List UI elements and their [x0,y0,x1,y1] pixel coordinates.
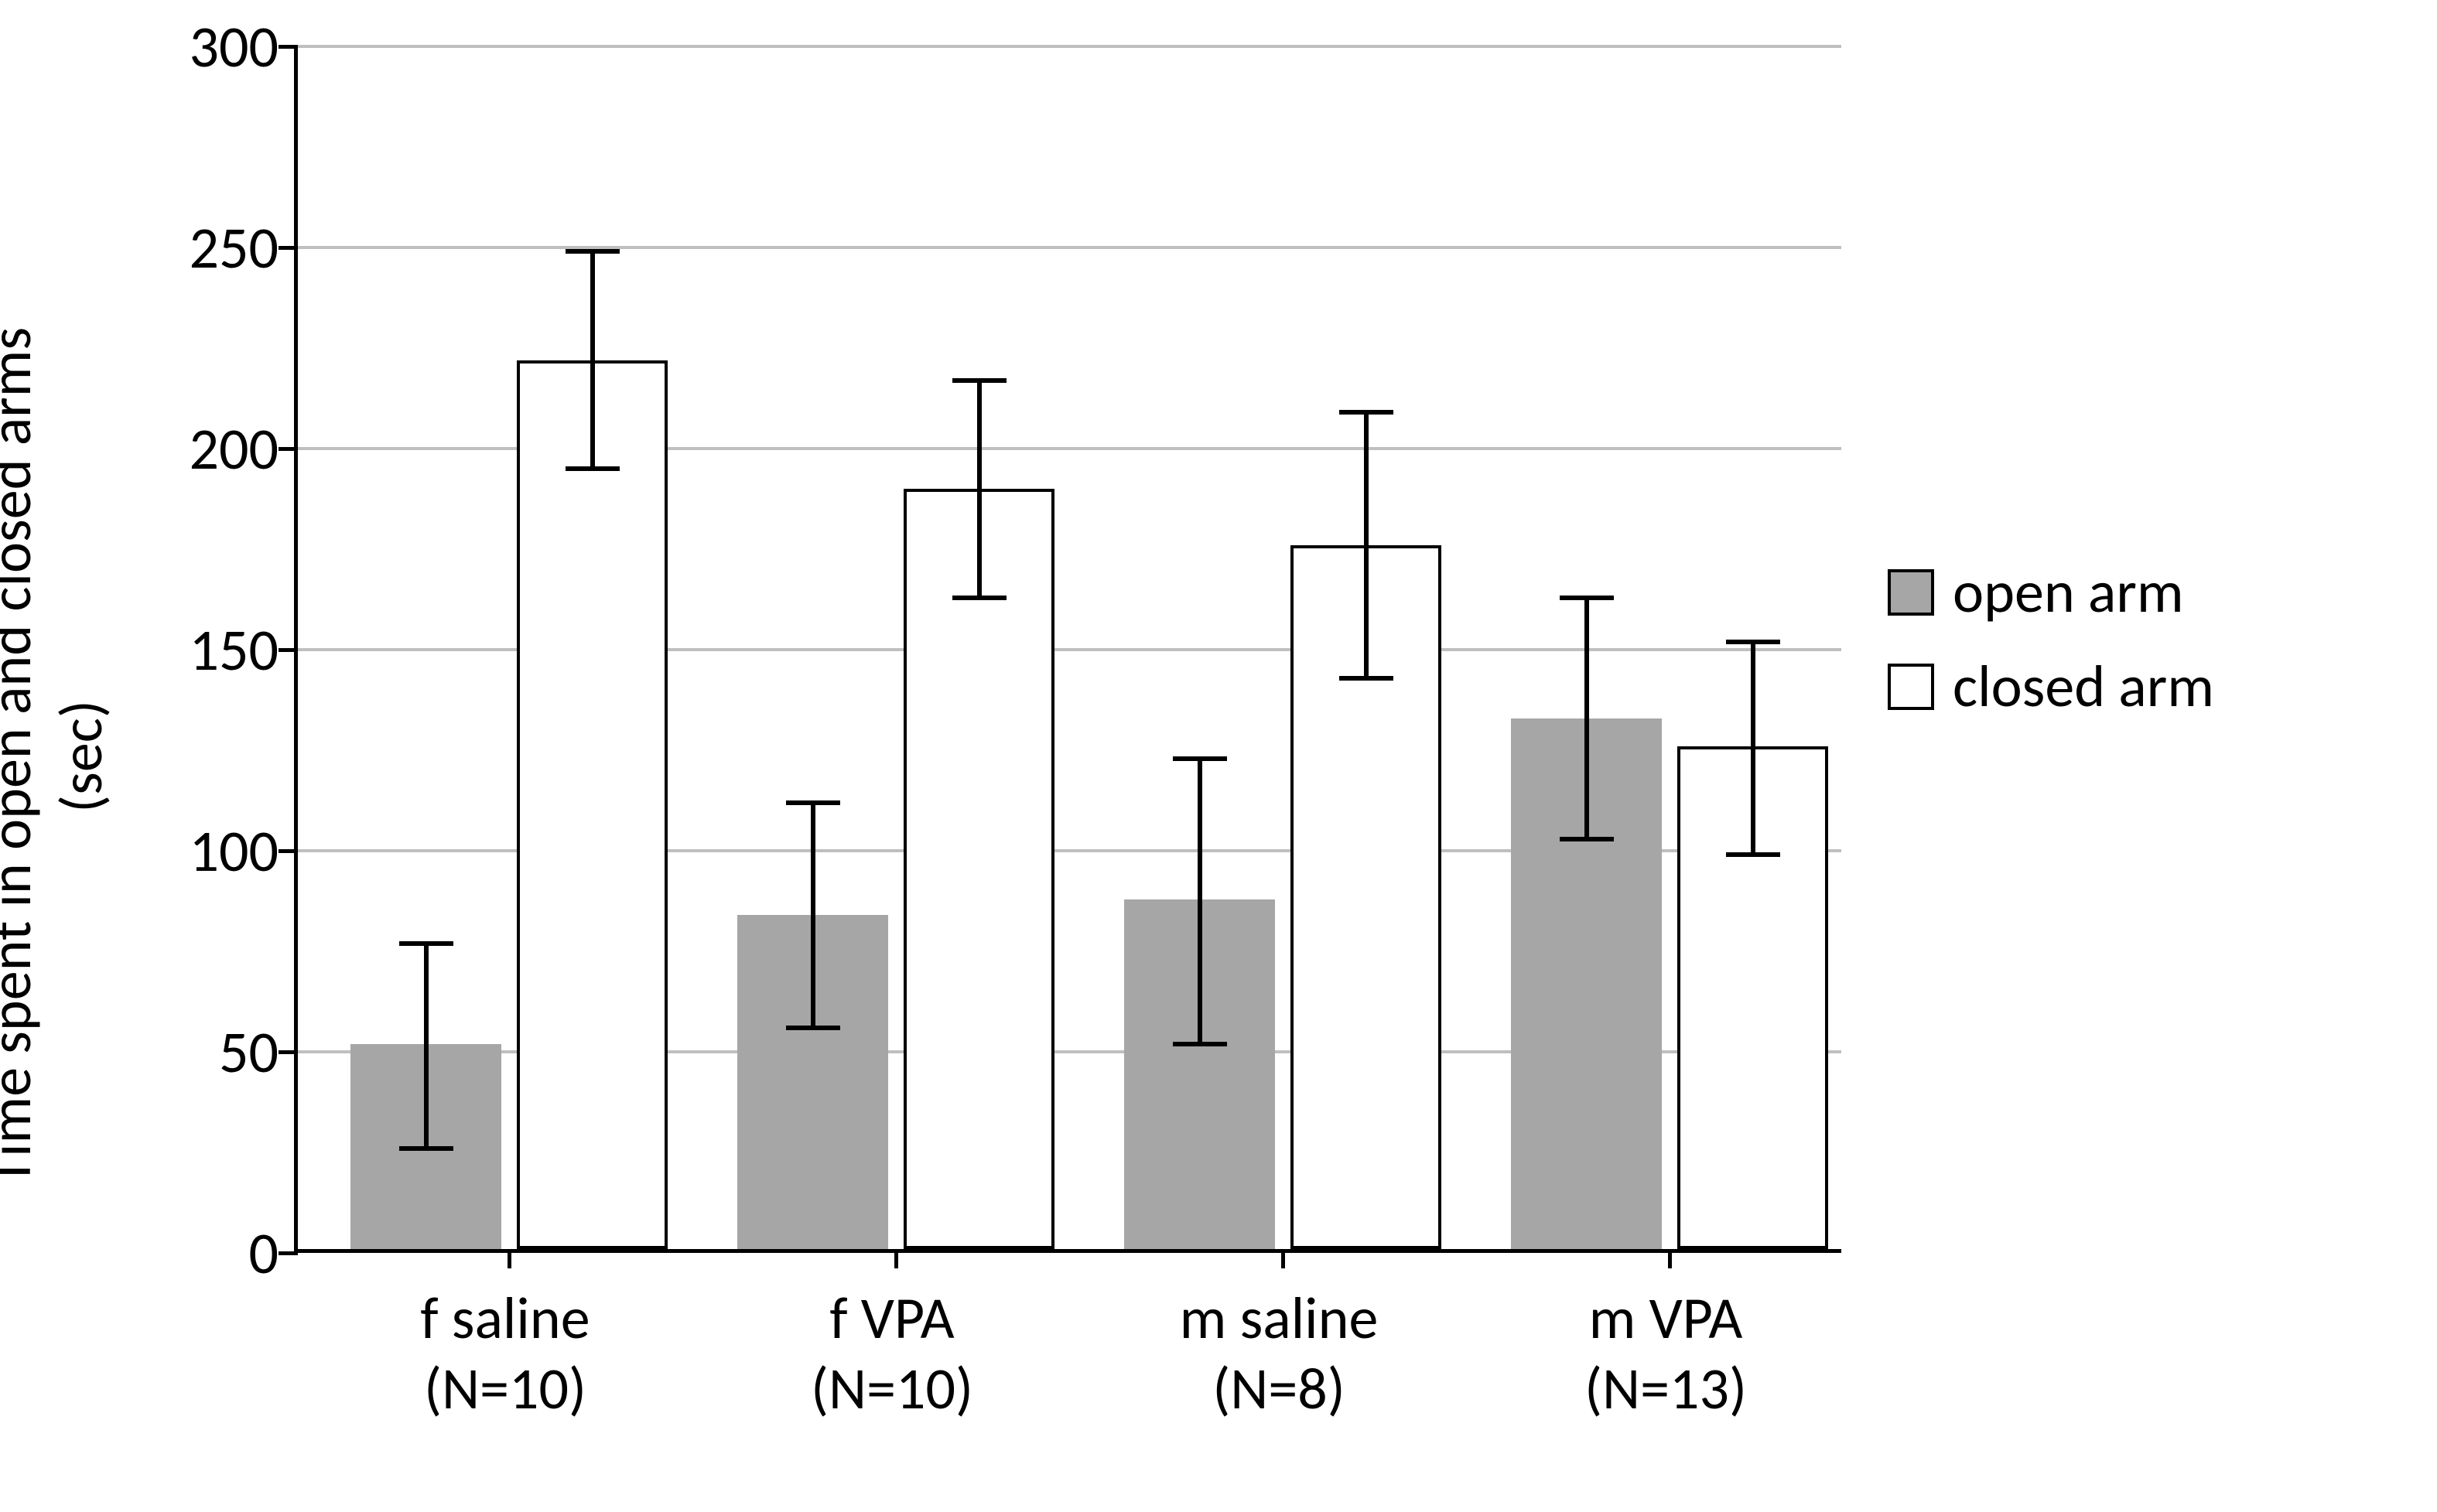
error-bar [1198,759,1202,1044]
legend-item: open arm [1888,557,2214,628]
x-tick [508,1249,511,1268]
error-cap-lower [399,1146,453,1151]
error-cap-upper [566,249,620,254]
y-tick [279,1251,298,1255]
error-bar [977,381,982,598]
y-axis-title: Time spent in open and closed arms (sec) [0,138,118,1375]
error-cap-lower [952,596,1007,600]
gridline [298,45,1841,48]
gridline [298,246,1841,249]
error-cap-upper [1726,640,1780,644]
error-cap-lower [1173,1042,1227,1046]
x-tick-label: f saline(N=10) [350,1284,660,1425]
legend-item: closed arm [1888,651,2214,722]
y-tick-label: 150 [162,615,279,686]
error-cap-upper [1339,410,1393,415]
bar-closed-arm [517,360,668,1249]
y-tick [279,1050,298,1054]
x-tick-label: f VPA(N=10) [737,1284,1047,1425]
x-tick-label: m VPA(N=13) [1511,1284,1820,1425]
y-tick [279,648,298,652]
error-cap-upper [786,800,840,805]
legend-label: open arm [1953,557,2184,628]
error-cap-lower [566,466,620,471]
bar-closed-arm [904,489,1054,1249]
error-cap-upper [399,941,453,946]
x-tick [1281,1249,1285,1268]
error-bar [590,251,595,469]
error-cap-lower [786,1026,840,1030]
x-tick [1668,1249,1672,1268]
y-axis-title-line2: (sec) [46,138,118,1375]
error-bar [424,944,429,1149]
y-tick-label: 250 [162,213,279,284]
plot-area [294,46,1841,1253]
chart-legend: open arm closed arm [1888,557,2214,746]
legend-label: closed arm [1953,651,2214,722]
error-bar [1584,598,1589,839]
y-tick [279,447,298,451]
error-cap-lower [1560,837,1614,841]
y-tick-label: 50 [162,1017,279,1088]
y-axis-title-line1: Time spent in open and closed arms [0,326,46,1185]
error-bar [811,803,815,1028]
error-cap-upper [952,378,1007,383]
error-cap-upper [1560,596,1614,600]
error-cap-upper [1173,756,1227,761]
error-bar [1364,412,1369,677]
y-tick [279,246,298,250]
error-cap-lower [1726,852,1780,857]
y-tick [279,849,298,853]
bar-chart: Time spent in open and closed arms (sec)… [0,0,2437,1512]
legend-swatch-icon [1888,569,1934,616]
y-tick [279,45,298,49]
error-bar [1751,642,1755,855]
y-tick-label: 300 [162,12,279,83]
error-cap-lower [1339,676,1393,681]
y-tick-label: 200 [162,414,279,485]
legend-swatch-icon [1888,664,1934,710]
x-tick-label: m saline(N=8) [1124,1284,1434,1425]
y-tick-label: 100 [162,816,279,887]
y-tick-label: 0 [162,1218,279,1289]
x-tick [894,1249,898,1268]
